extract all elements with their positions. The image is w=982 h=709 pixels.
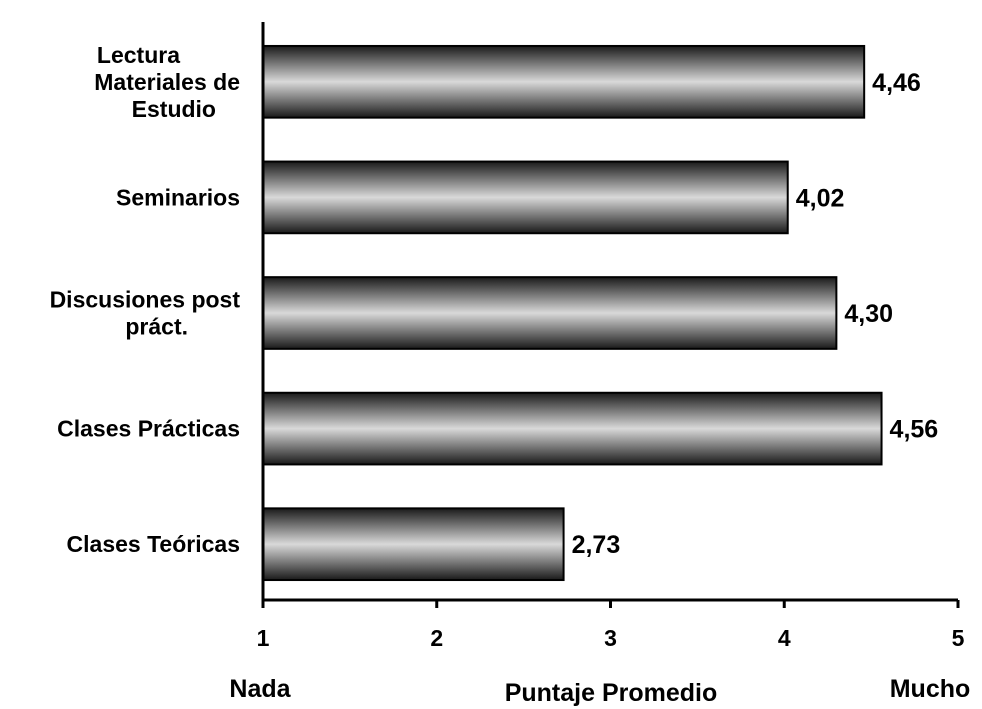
x-tick-label: 4 [778,625,791,651]
x-max-label: Mucho [890,675,971,703]
value-labels: 4,46 4,02 4,30 4,56 2,73 [572,69,939,559]
bar [262,44,866,119]
x-axis-title: Puntaje Promedio [505,679,718,707]
category-label-line: Discusiones post [50,287,241,313]
x-min-label: Nada [229,675,291,703]
x-tick-label: 3 [604,625,617,651]
category-label: Clases Prácticas [57,416,240,442]
category-label-line: Clases Prácticas [57,416,240,442]
category-label-line: Materiales de [94,69,240,95]
value-label: 4,46 [872,69,921,97]
x-tick-label: 2 [430,625,443,651]
category-label-line: Estudio [132,96,216,122]
bar [262,391,883,466]
value-label: 4,02 [796,184,845,212]
category-label-line: práct. [125,314,188,340]
x-axis-ticks: 1 2 3 4 5 [257,600,965,651]
category-label-line: Clases Teóricas [67,531,240,557]
bar [262,160,789,235]
x-tick-label: 1 [257,625,270,651]
category-label-line: Lectura [97,42,180,68]
bar [262,276,838,350]
bars [262,44,883,582]
x-tick-label: 5 [952,625,965,651]
category-label: Discusiones post práct. [50,287,241,340]
bar [262,507,565,582]
category-label: Clases Teóricas [67,531,240,557]
category-label: Lectura Materiales de Estudio [94,42,240,122]
category-label: Seminarios [116,184,240,210]
category-labels: Lectura Materiales de Estudio Seminarios Dis… [50,42,241,557]
category-label-line: Seminarios [116,184,240,210]
value-label: 4,30 [844,300,893,328]
value-label: 2,73 [572,531,621,559]
value-label: 4,56 [890,416,939,444]
